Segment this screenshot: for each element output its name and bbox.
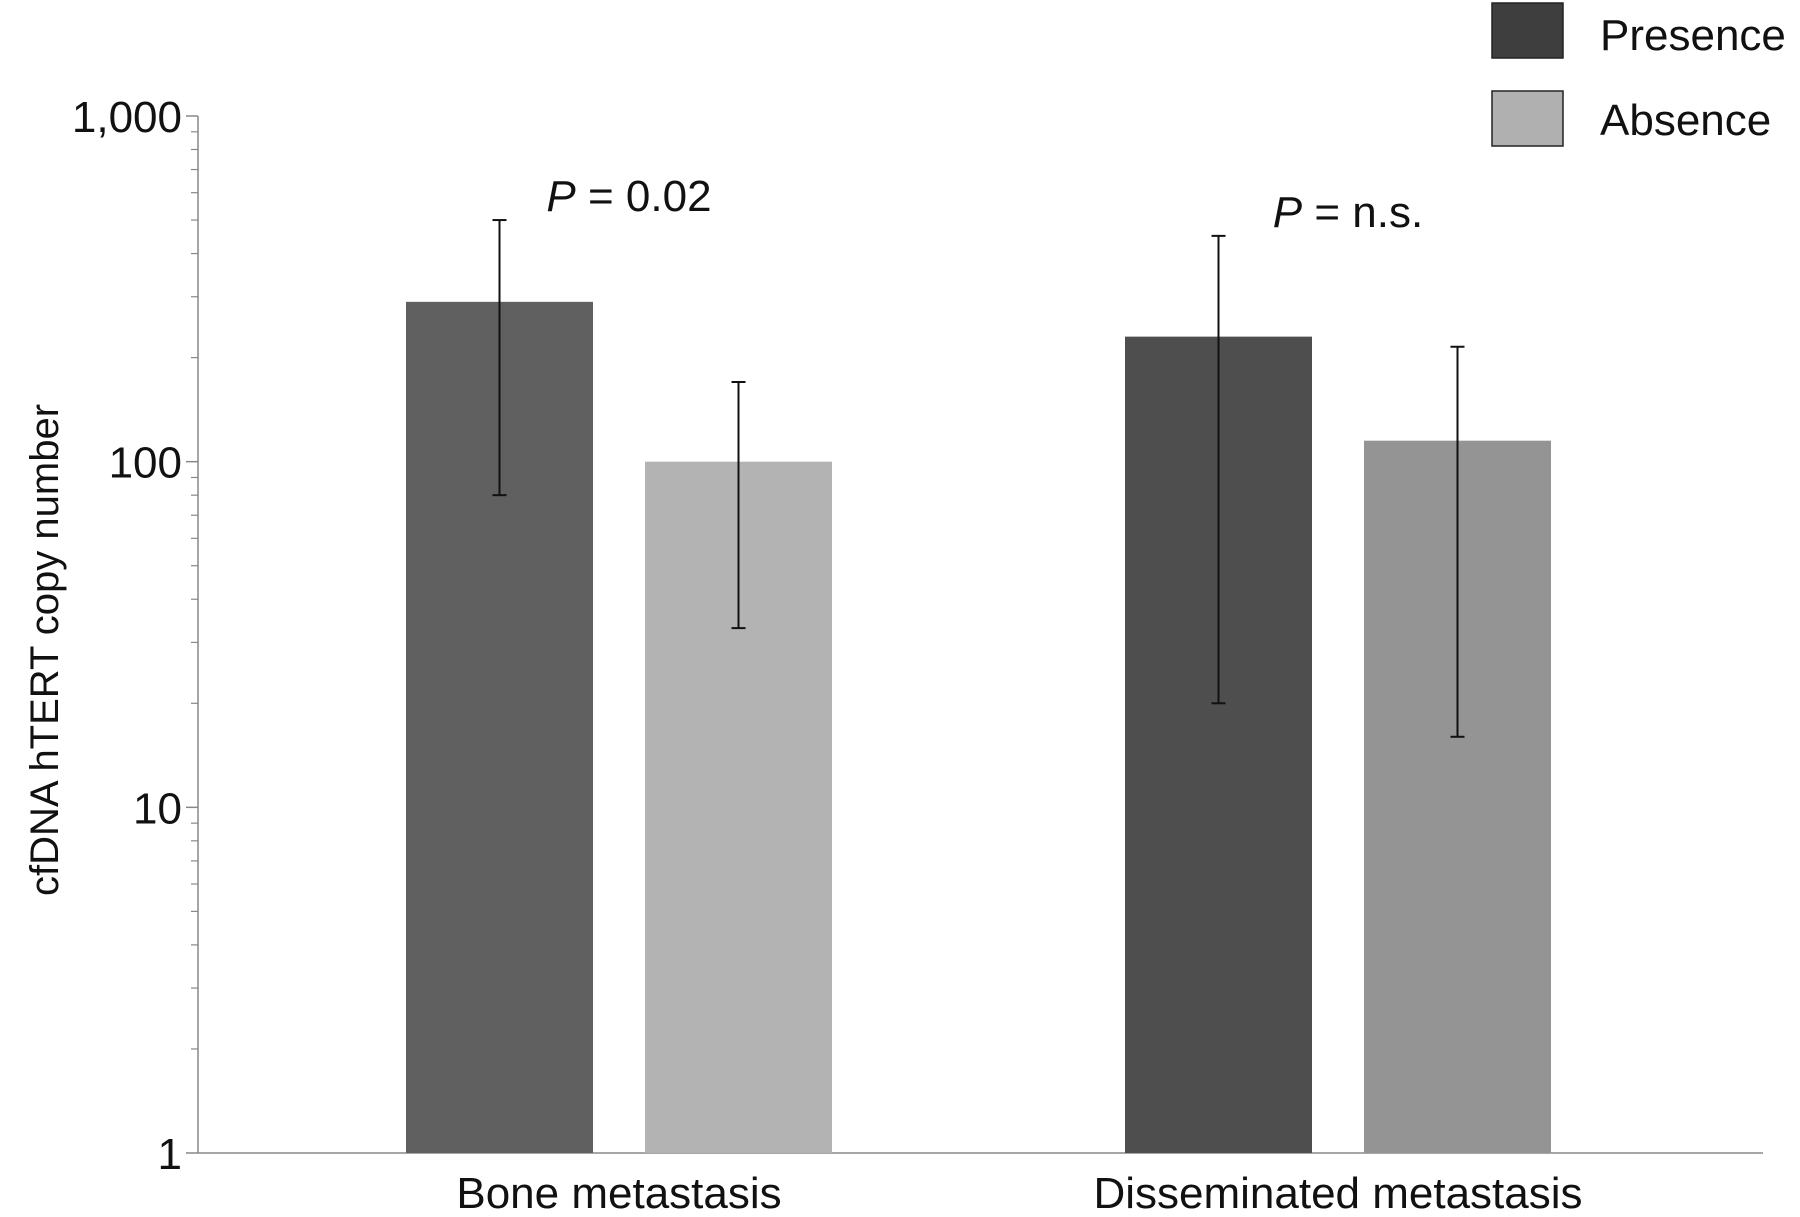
p-value-annotation: P = n.s. [1273, 188, 1423, 237]
legend-label-absence: Absence [1600, 96, 1771, 145]
y-axis-title: cfDNA hTERT copy number [23, 404, 67, 896]
legend-label-presence: Presence [1600, 11, 1786, 60]
x-category-label: Disseminated metastasis [1093, 1169, 1582, 1217]
p-symbol: P [546, 172, 576, 221]
legend-swatch-presence [1491, 2, 1564, 59]
y-tick-label: 1 [158, 1130, 182, 1179]
p-value-text: = n.s. [1302, 188, 1423, 237]
error-bars [492, 219, 1465, 738]
y-tick-label: 10 [133, 784, 182, 833]
y-tick-label: 1,000 [72, 93, 182, 142]
p-symbol: P [1273, 188, 1303, 237]
y-tick-label: 100 [109, 439, 182, 488]
p-value-annotation: P = 0.02 [546, 172, 711, 221]
significance-annotations: P = 0.02 P = n.s. [546, 172, 1423, 237]
bars [406, 301, 1551, 1154]
p-value-text: = 0.02 [576, 172, 712, 221]
x-category-label: Bone metastasis [456, 1169, 781, 1217]
axes: 1 10 100 1,000 Bone metastasis Disseminated m… [72, 93, 1763, 1217]
legend: Presence Absence [1491, 2, 1786, 147]
legend-swatch-absence [1491, 90, 1564, 147]
